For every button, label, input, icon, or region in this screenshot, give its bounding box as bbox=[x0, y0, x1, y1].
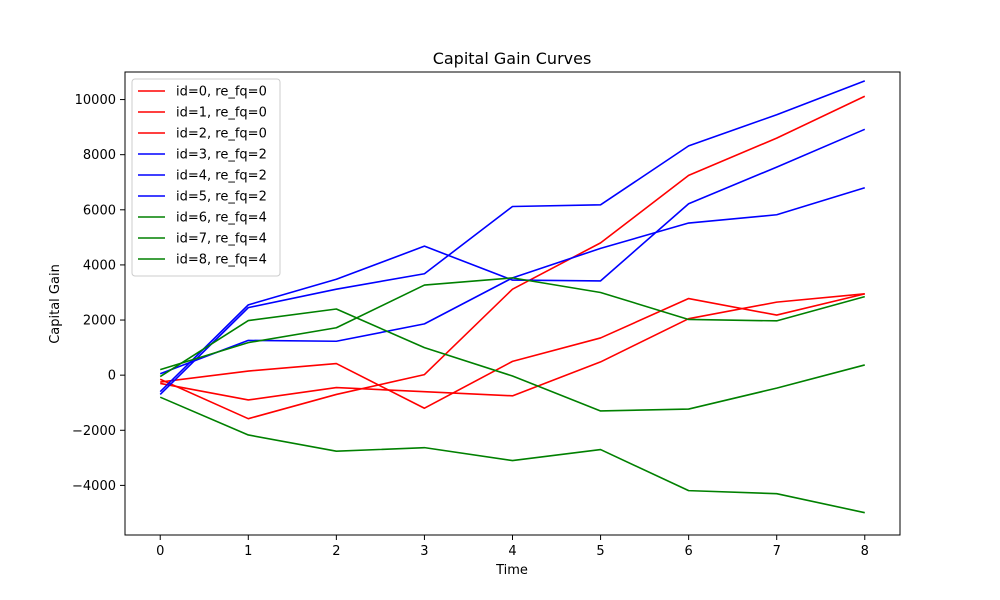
legend-label: id=3, re_fq=2 bbox=[176, 148, 267, 163]
x-axis: 0 1 2 3 4 5 6 7 8 bbox=[156, 535, 869, 559]
series-line-0 bbox=[160, 293, 865, 410]
y-tick-label: −4000 bbox=[72, 479, 116, 494]
series-line-2 bbox=[159, 95, 866, 420]
legend-label: id=6, re_fq=4 bbox=[176, 211, 267, 226]
x-tick-label: 5 bbox=[596, 544, 604, 559]
x-tick-label: 0 bbox=[156, 544, 164, 559]
legend-label: id=5, re_fq=2 bbox=[176, 190, 267, 205]
legend-label: id=7, re_fq=4 bbox=[176, 232, 267, 247]
series-line-6 bbox=[159, 277, 865, 371]
x-tick-label: 4 bbox=[508, 544, 516, 559]
y-tick-label: 6000 bbox=[83, 203, 116, 218]
y-tick-label: 10000 bbox=[75, 93, 116, 108]
y-tick-label: −2000 bbox=[72, 424, 116, 439]
series-line-8 bbox=[159, 396, 865, 514]
y-tick-label: 8000 bbox=[83, 148, 116, 163]
y-axis: −4000 −2000 0 2000 4000 6000 8000 10000 bbox=[72, 93, 125, 494]
chart-title: Capital Gain Curves bbox=[433, 49, 592, 68]
x-axis-title: Time bbox=[495, 563, 528, 578]
x-tick-label: 1 bbox=[244, 544, 252, 559]
series-line-7 bbox=[159, 308, 865, 412]
legend-label: id=2, re_fq=0 bbox=[176, 127, 267, 142]
series-line-1 bbox=[160, 293, 865, 401]
x-tick-label: 2 bbox=[332, 544, 340, 559]
series-layer bbox=[159, 80, 866, 514]
y-tick-label: 4000 bbox=[83, 258, 116, 273]
y-tick-label: 0 bbox=[108, 369, 116, 384]
x-tick-label: 7 bbox=[773, 544, 781, 559]
legend: id=0, re_fq=0 id=1, re_fq=0 id=2, re_fq=0i… bbox=[131, 78, 281, 277]
y-tick-label: 2000 bbox=[83, 314, 116, 329]
y-axis-title: Capital Gain bbox=[48, 264, 63, 344]
legend-label: id=4, re_fq=2 bbox=[176, 169, 267, 184]
x-tick-label: 6 bbox=[684, 544, 692, 559]
legend-label: id=8, re_fq=4 bbox=[176, 253, 267, 268]
legend-label: id=1, re_fq=0 bbox=[176, 106, 267, 121]
x-tick-label: 8 bbox=[861, 544, 869, 559]
x-tick-label: 3 bbox=[420, 544, 428, 559]
series-line-3 bbox=[159, 80, 866, 396]
legend-label: id=0, re_fq=0 bbox=[176, 85, 267, 100]
legend-box bbox=[131, 78, 281, 277]
series-line-4 bbox=[159, 128, 866, 393]
